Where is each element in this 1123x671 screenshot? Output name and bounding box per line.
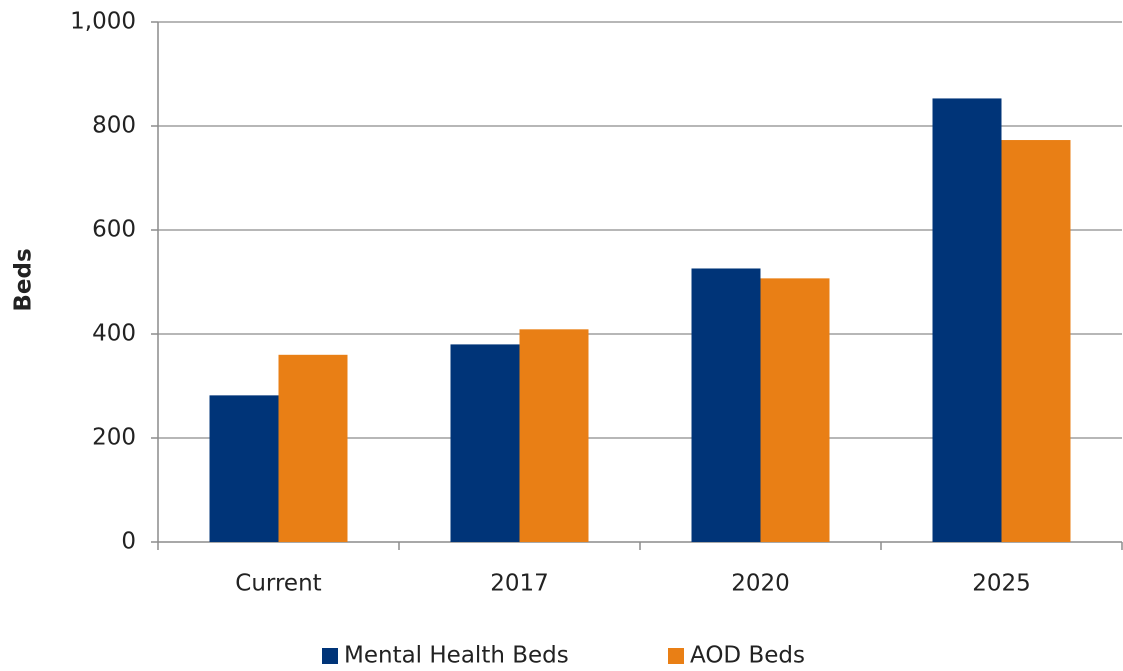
y-axis-label: Beds	[11, 248, 37, 311]
legend-label: Mental Health Beds	[344, 643, 569, 669]
bar	[519, 329, 589, 542]
x-tick-label: 2017	[490, 571, 549, 597]
y-tick-label: 200	[92, 425, 136, 451]
legend-swatch	[322, 648, 338, 664]
x-tick-label: Current	[235, 571, 321, 597]
bar	[278, 354, 348, 542]
bar	[209, 395, 279, 542]
y-tick-label: 0	[121, 529, 136, 555]
bar	[691, 268, 761, 542]
bar	[760, 278, 830, 542]
bar	[932, 98, 1002, 542]
bar	[450, 344, 520, 542]
x-tick-label: 2025	[972, 571, 1031, 597]
bar	[1001, 140, 1071, 543]
y-tick-label: 800	[92, 113, 136, 139]
y-tick-label: 1,000	[70, 9, 136, 35]
y-tick-label: 400	[92, 321, 136, 347]
x-tick-label: 2020	[731, 571, 790, 597]
y-tick-label: 600	[92, 217, 136, 243]
legend-label: AOD Beds	[690, 643, 805, 669]
legend-swatch	[668, 648, 684, 664]
